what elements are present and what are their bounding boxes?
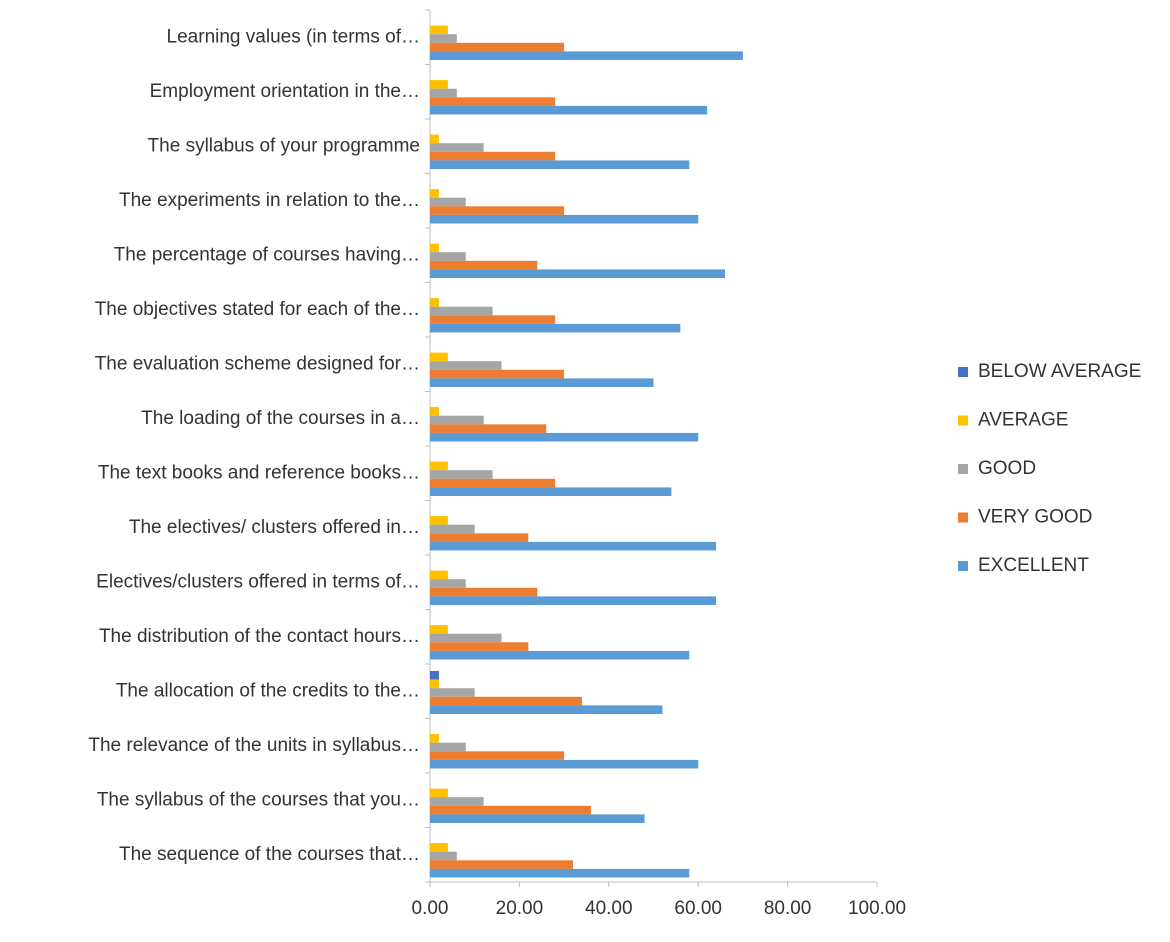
legend-label: GOOD [978,458,1036,479]
bar [430,734,439,743]
bar [430,759,699,769]
bar [430,478,556,488]
bar [430,705,663,714]
legend-swatch [958,512,968,523]
legend-swatch [958,561,968,571]
legend-swatch [958,415,968,426]
bar [430,214,699,224]
bar [430,34,457,43]
bar [430,361,502,370]
y-tick-label: The text books and reference books… [98,462,420,483]
bar [430,415,484,425]
bar [430,260,538,270]
bar [430,533,529,542]
x-tick-label: 0.00 [412,898,449,919]
y-tick-label: The relevance of the units in syllabus… [88,735,420,756]
bar [430,688,475,697]
y-tick-label: Electives/clusters offered in terms of… [96,571,420,592]
bar [430,352,448,362]
bar [430,306,493,316]
bar [430,860,574,869]
bar [430,570,448,580]
bar [430,788,448,798]
y-tick-label: Learning values (in terms of… [167,26,420,47]
bar [430,814,645,823]
y-tick-label: The sequence of the courses that… [119,844,420,865]
x-tick-label: 80.00 [764,898,812,919]
bar [430,143,484,152]
bar [430,797,484,806]
bar [430,671,439,680]
bar [430,42,565,52]
x-tick-label: 60.00 [674,898,722,919]
bar [430,851,457,861]
bar [430,843,448,852]
bar [430,642,529,651]
bar [430,298,439,307]
bar [430,134,439,144]
bar [430,487,672,496]
bar [430,696,582,706]
bar [430,679,439,689]
bar [430,633,502,643]
y-tick-label: The syllabus of the courses that you… [97,789,420,810]
bar [430,432,699,442]
legend-swatch [958,367,968,377]
x-tick-label: 40.00 [585,898,633,919]
legend-label: BELOW AVERAGE [978,361,1141,382]
legend-label: AVERAGE [978,410,1068,431]
bar [430,407,439,416]
bar [430,105,708,115]
bar [430,97,556,106]
bar [430,378,654,387]
y-tick-label: The objectives stated for each of the… [95,299,420,320]
y-tick-label: Employment orientation in the… [150,81,420,102]
y-tick-label: The distribution of the contact hours… [99,626,420,647]
y-tick-label: The experiments in relation to the… [119,190,420,211]
y-tick-label: The syllabus of your programme [148,135,420,156]
bar [430,369,565,379]
legend-label: EXCELLENT [978,555,1089,576]
bar [430,189,439,198]
bar [430,541,717,551]
bar [430,625,448,634]
bar [430,805,591,815]
bar [430,524,475,534]
y-tick-label: The electives/ clusters offered in… [129,517,420,538]
bar [430,742,466,752]
bar [430,88,457,98]
y-tick-label: The allocation of the credits to the… [116,680,420,701]
bar [430,160,690,169]
bar [430,51,743,60]
y-tick-label: The loading of the courses in a… [141,408,420,429]
bar [430,751,565,760]
x-tick-label: 100.00 [848,898,906,919]
bar [430,650,690,660]
bar [430,315,556,324]
bar [430,243,439,253]
bar [430,587,538,597]
y-tick-label: The evaluation scheme designed for… [95,353,420,374]
bar [430,197,466,207]
bar [430,461,448,471]
bar [430,25,448,35]
bar [430,868,690,878]
legend-swatch [958,464,968,474]
bar [430,424,547,433]
bar [430,470,493,479]
legend-label: VERY GOOD [978,507,1092,528]
x-tick-label: 20.00 [496,898,544,919]
bar [430,596,717,605]
bar [430,206,565,215]
bar [430,323,681,333]
bar [430,80,448,89]
bar [430,252,466,261]
bar [430,151,556,161]
y-tick-label: The percentage of courses having… [114,244,420,265]
bar [430,579,466,588]
bar [430,269,726,278]
bar [430,516,448,525]
